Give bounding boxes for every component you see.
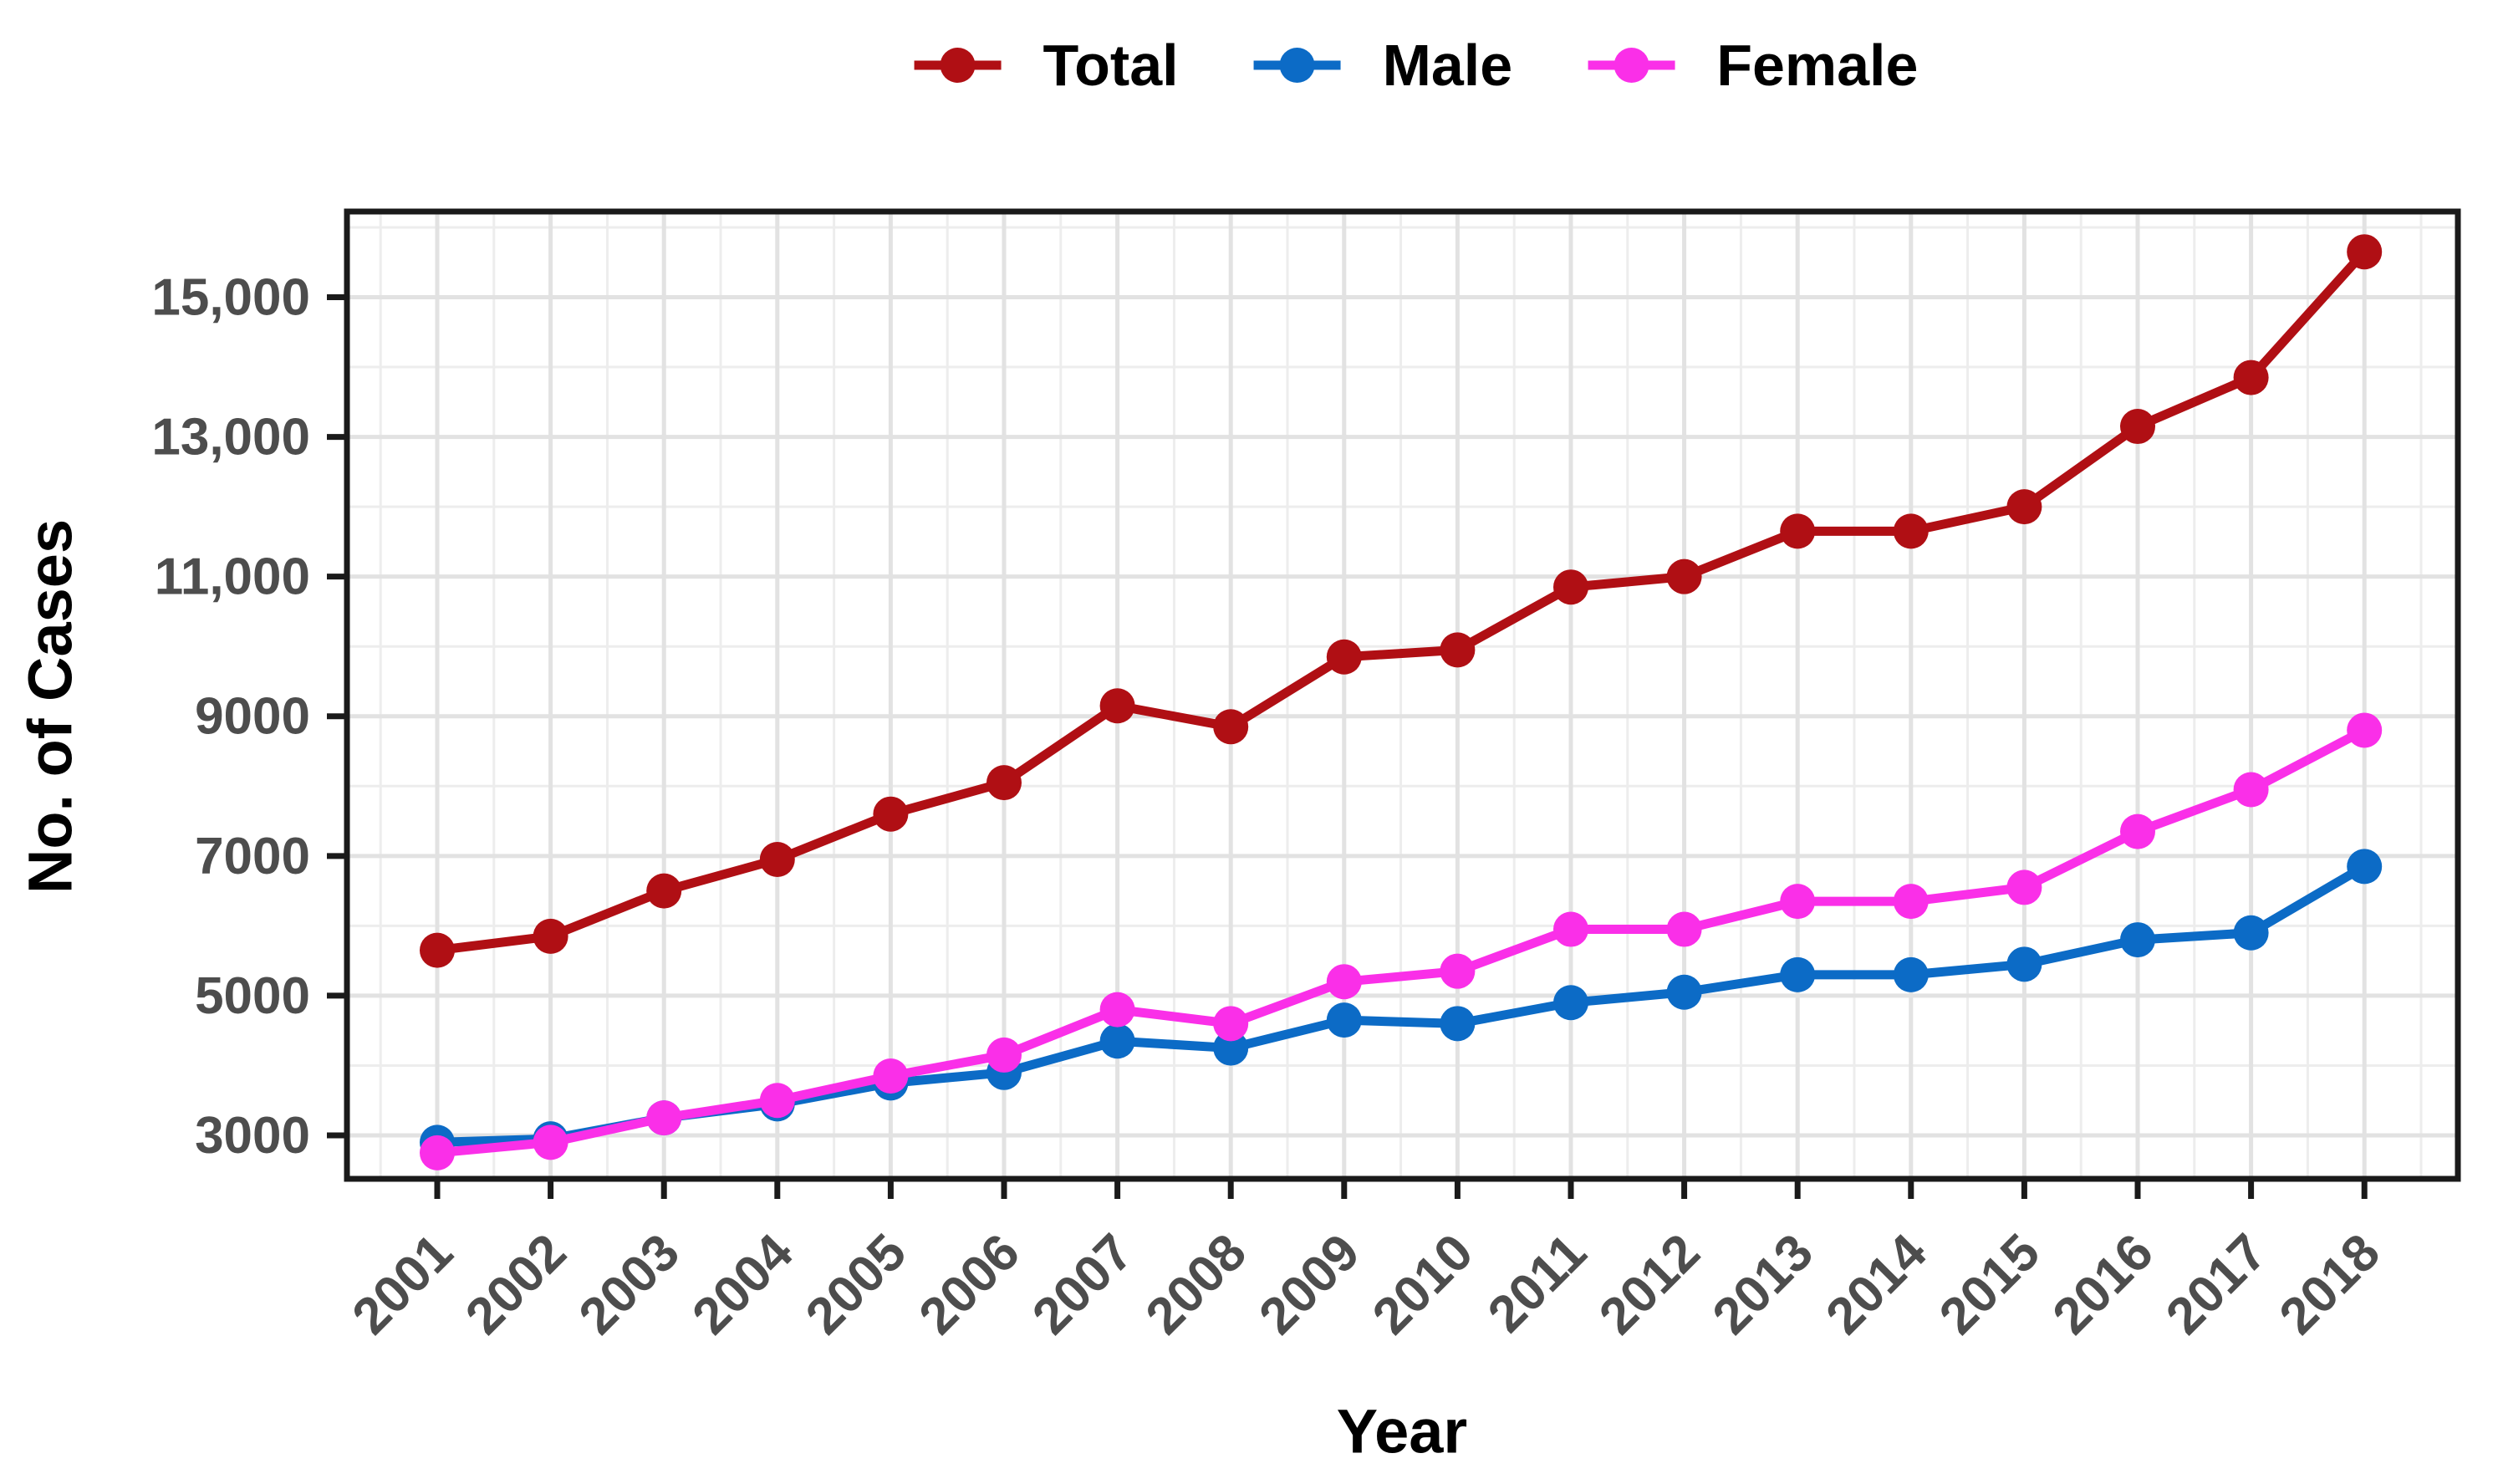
legend-label-male: Male (1382, 33, 1513, 98)
data-point-female-2016 (2120, 813, 2155, 849)
data-point-female-2013 (1780, 884, 1816, 920)
x-tick-label: 2003 (568, 1223, 691, 1345)
data-point-male-2009 (1326, 1002, 1362, 1038)
x-tick-label: 2012 (1588, 1223, 1710, 1345)
legend-key-total (914, 48, 1002, 83)
data-point-total-2007 (1099, 688, 1135, 724)
legend-key-female (1588, 48, 1675, 83)
data-point-female-2010 (1440, 953, 1476, 989)
data-point-total-2008 (1213, 709, 1249, 745)
data-point-female-2008 (1213, 1006, 1249, 1042)
data-point-total-2016 (2120, 409, 2155, 445)
x-tick-label: 2018 (2269, 1223, 2391, 1345)
y-tick-label: 13,000 (151, 409, 310, 467)
y-tick-label: 3000 (195, 1107, 310, 1165)
data-point-total-2018 (2347, 234, 2383, 270)
data-point-female-2006 (986, 1037, 1022, 1073)
data-point-total-2009 (1326, 639, 1362, 675)
x-tick-label: 2002 (455, 1223, 577, 1345)
x-tick-label: 2010 (1362, 1223, 1484, 1345)
data-point-total-2015 (2006, 489, 2042, 525)
y-tick-label: 11,000 (155, 548, 310, 606)
data-point-female-2017 (2233, 772, 2269, 808)
data-point-total-2013 (1780, 513, 1816, 549)
data-point-total-2012 (1666, 558, 1702, 594)
data-point-female-2003 (646, 1100, 682, 1136)
data-point-male-2011 (1553, 985, 1588, 1021)
x-tick-label: 2004 (681, 1223, 804, 1346)
data-point-male-2015 (2006, 946, 2042, 982)
data-point-female-2004 (759, 1083, 795, 1119)
data-point-total-2011 (1553, 569, 1588, 605)
data-point-female-2002 (533, 1124, 568, 1160)
series-line-total (432, 247, 2369, 956)
data-point-female-2005 (873, 1058, 909, 1094)
y-tick-label: 7000 (195, 828, 310, 885)
data-point-total-2017 (2233, 360, 2269, 395)
data-point-male-2017 (2233, 915, 2269, 951)
series-line-female (432, 725, 2369, 1158)
data-point-male-2008 (1213, 1030, 1249, 1066)
x-tick-label: 2011 (1477, 1223, 1598, 1344)
legend-item-female: Female (1584, 36, 1918, 94)
legend-key-male (1253, 48, 1341, 83)
data-point-female-2012 (1666, 911, 1702, 947)
x-tick-label: 2014 (1815, 1223, 1938, 1346)
legend-item-total: Total (911, 36, 1179, 94)
data-point-total-2005 (873, 796, 909, 832)
legend-label-female: Female (1716, 33, 1919, 98)
data-point-total-2003 (646, 873, 682, 909)
x-tick-label: 2017 (2155, 1223, 2277, 1345)
data-point-male-2012 (1666, 974, 1702, 1010)
x-tick-label: 2009 (1248, 1223, 1370, 1345)
data-point-female-2018 (2347, 712, 2383, 748)
panel-border (344, 208, 2461, 1182)
x-tick-label: 2006 (909, 1223, 1031, 1345)
data-point-total-2010 (1440, 632, 1476, 668)
data-point-female-2009 (1326, 964, 1362, 1000)
x-tick-label: 2007 (1022, 1223, 1144, 1345)
x-tick-label: 2008 (1135, 1223, 1257, 1345)
x-tick-label: 2016 (2042, 1223, 2164, 1345)
data-point-female-2015 (2006, 869, 2042, 905)
x-tick-label: 2001 (342, 1223, 464, 1345)
legend-item-male: Male (1251, 33, 1513, 98)
data-point-total-2014 (1893, 513, 1929, 549)
data-point-male-2010 (1440, 1006, 1476, 1042)
legend: Total Male Female (911, 33, 1918, 98)
data-point-total-2001 (420, 932, 455, 968)
data-point-total-2006 (986, 765, 1022, 801)
y-tick-label: 5000 (195, 967, 310, 1025)
data-point-female-2001 (420, 1135, 455, 1170)
y-axis-title: No. of Cases (15, 518, 85, 895)
data-point-female-2014 (1893, 884, 1929, 920)
data-point-male-2013 (1780, 956, 1816, 992)
data-point-male-2016 (2120, 922, 2155, 958)
data-point-female-2011 (1553, 911, 1588, 947)
data-point-female-2007 (1099, 992, 1135, 1028)
x-tick-label: 2013 (1702, 1223, 1824, 1345)
legend-label-total: Total (1043, 33, 1179, 98)
x-tick-label: 2015 (1929, 1223, 2051, 1345)
y-tick-label: 15,000 (151, 268, 310, 326)
y-tick-label: 9000 (195, 688, 310, 746)
data-point-total-2004 (759, 842, 795, 878)
x-tick-label: 2005 (795, 1223, 917, 1345)
data-point-total-2002 (533, 918, 568, 954)
data-point-male-2014 (1893, 956, 1929, 992)
x-axis-title: Year (1336, 1396, 1468, 1466)
data-point-male-2018 (2347, 849, 2383, 885)
data-point-male-2007 (1099, 1023, 1135, 1059)
